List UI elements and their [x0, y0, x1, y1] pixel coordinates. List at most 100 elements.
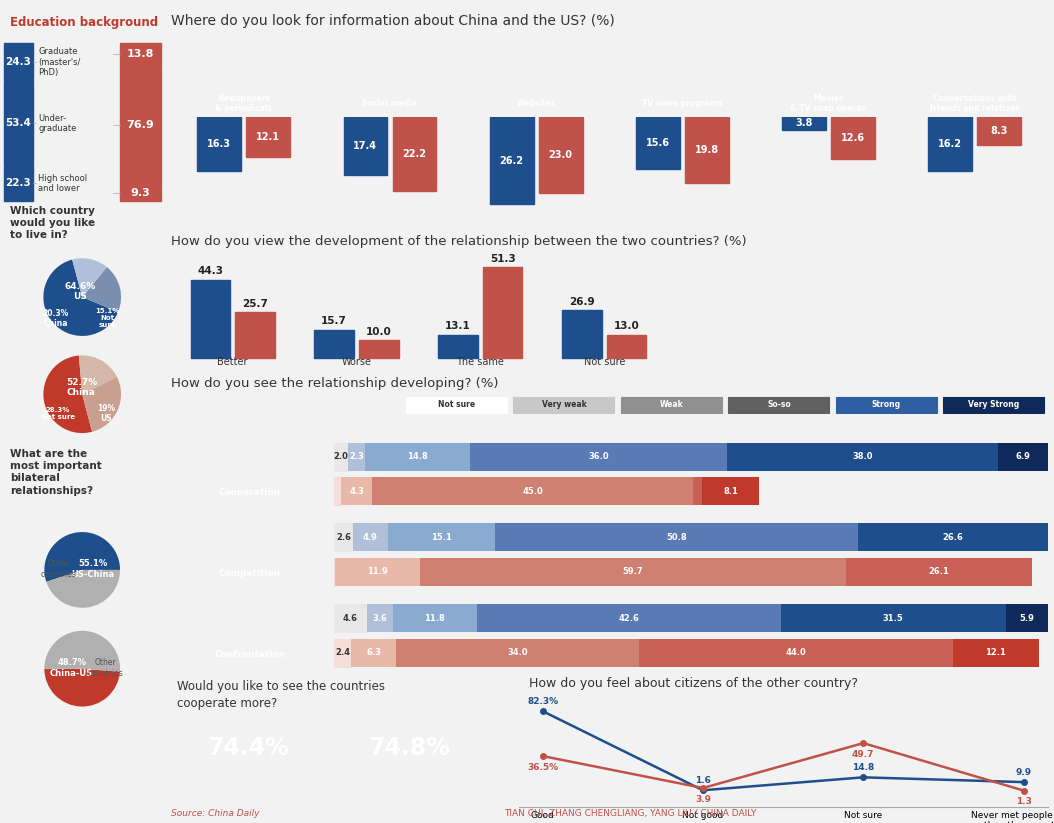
- Bar: [396, 639, 639, 667]
- Text: 4.9: 4.9: [363, 533, 377, 542]
- Bar: [4, 44, 33, 81]
- Text: Not sure: Not sure: [584, 357, 625, 367]
- Text: 12.6: 12.6: [841, 133, 865, 143]
- Text: 48.7%
China-US: 48.7% China-US: [50, 658, 93, 677]
- Text: 44.3: 44.3: [197, 266, 223, 276]
- Text: 38.0: 38.0: [853, 453, 873, 461]
- Bar: [636, 117, 680, 169]
- Text: 49.7: 49.7: [852, 750, 875, 759]
- Bar: [314, 330, 354, 358]
- Text: How do you feel about citizens of the other country?: How do you feel about citizens of the ot…: [529, 677, 858, 690]
- Bar: [727, 443, 998, 471]
- Text: 10.0: 10.0: [366, 327, 392, 337]
- Bar: [639, 639, 953, 667]
- Bar: [247, 117, 290, 157]
- Text: 6.3: 6.3: [367, 649, 382, 657]
- Text: 25.7: 25.7: [242, 299, 268, 309]
- Text: Conversations with
friends and relatives: Conversations with friends and relatives: [930, 94, 1020, 114]
- Bar: [372, 477, 694, 505]
- Text: 74.4%: 74.4%: [208, 736, 290, 760]
- Text: 1.3: 1.3: [1016, 797, 1032, 807]
- Text: How do you view the development of the relationship between the two countries? (: How do you view the development of the r…: [171, 235, 746, 249]
- Bar: [344, 117, 388, 174]
- Text: What are the
most important
bilateral
relationships?: What are the most important bilateral re…: [11, 449, 102, 495]
- Bar: [495, 523, 858, 551]
- Text: 51.3: 51.3: [490, 253, 515, 263]
- Bar: [470, 443, 727, 471]
- Bar: [702, 477, 760, 505]
- Text: 14.8: 14.8: [407, 453, 428, 461]
- Bar: [929, 117, 972, 171]
- Bar: [419, 558, 845, 586]
- Text: Education background: Education background: [11, 16, 158, 29]
- Text: Better: Better: [217, 357, 248, 367]
- Bar: [490, 117, 533, 204]
- Text: Movies
& TV soap operas: Movies & TV soap operas: [790, 94, 866, 114]
- Wedge shape: [82, 377, 121, 432]
- Text: Cooperation: Cooperation: [219, 489, 280, 497]
- Text: 26.1: 26.1: [929, 568, 950, 576]
- Wedge shape: [79, 356, 117, 394]
- Text: 8.3: 8.3: [991, 126, 1008, 136]
- Bar: [367, 604, 393, 632]
- Text: Where do you look for information about China and the US? (%): Where do you look for information about …: [171, 13, 614, 28]
- Text: 42.6: 42.6: [619, 614, 640, 622]
- Text: Other
countries: Other countries: [87, 658, 123, 677]
- Text: 82.3%: 82.3%: [527, 697, 559, 706]
- Bar: [341, 477, 372, 505]
- Bar: [334, 523, 353, 551]
- Text: 59.7: 59.7: [623, 568, 643, 576]
- Bar: [353, 523, 388, 551]
- Text: 6.9: 6.9: [1016, 453, 1031, 461]
- Text: TIAN CHI, ZHANG CHENGLIANG, YANG LIU / CHINA DAILY: TIAN CHI, ZHANG CHENGLIANG, YANG LIU / C…: [504, 809, 757, 817]
- Text: 19.8: 19.8: [695, 145, 719, 155]
- Text: 26.2: 26.2: [500, 156, 524, 165]
- Text: 23.0: 23.0: [549, 150, 572, 160]
- Text: 53.4: 53.4: [5, 119, 32, 128]
- Bar: [728, 397, 829, 413]
- Text: 13.0: 13.0: [613, 321, 640, 331]
- Text: 55.1%
US-China: 55.1% US-China: [72, 560, 115, 579]
- Text: 4.6: 4.6: [343, 614, 358, 622]
- Wedge shape: [46, 570, 120, 607]
- Bar: [120, 186, 160, 201]
- Bar: [858, 523, 1048, 551]
- Bar: [120, 44, 160, 65]
- Bar: [685, 117, 728, 183]
- Bar: [1006, 604, 1048, 632]
- Text: 24.3: 24.3: [5, 57, 32, 67]
- Text: Very Strong: Very Strong: [969, 401, 1019, 409]
- Text: Worse: Worse: [341, 357, 371, 367]
- Bar: [4, 166, 33, 201]
- Text: Which country
would you like
to live in?: Which country would you like to live in?: [11, 206, 96, 240]
- Text: 2.6: 2.6: [336, 533, 351, 542]
- Text: 2.3: 2.3: [349, 453, 364, 461]
- Text: 12.1: 12.1: [985, 649, 1007, 657]
- Text: Under-
graduate: Under- graduate: [38, 114, 77, 133]
- Bar: [513, 397, 614, 413]
- Text: 31.5: 31.5: [883, 614, 903, 622]
- Bar: [191, 280, 230, 358]
- Text: 11.9: 11.9: [367, 568, 388, 576]
- Text: 64.6%
US: 64.6% US: [64, 281, 96, 301]
- Bar: [943, 397, 1045, 413]
- Bar: [607, 335, 646, 358]
- Text: 13.8: 13.8: [126, 49, 154, 59]
- Wedge shape: [43, 259, 118, 336]
- Text: 26.6: 26.6: [942, 533, 963, 542]
- Bar: [334, 639, 351, 667]
- Text: 52.7%
China: 52.7% China: [65, 378, 97, 397]
- Bar: [562, 310, 602, 358]
- Bar: [388, 523, 495, 551]
- Wedge shape: [44, 631, 120, 672]
- Bar: [334, 477, 341, 505]
- Wedge shape: [82, 267, 121, 312]
- Bar: [953, 639, 1039, 667]
- Text: 3.9: 3.9: [695, 795, 711, 804]
- Bar: [351, 639, 396, 667]
- Text: Newspapers
& periodicals: Newspapers & periodicals: [215, 94, 272, 114]
- Text: 9.9: 9.9: [1016, 768, 1032, 777]
- Bar: [483, 267, 523, 358]
- Text: 3.8: 3.8: [795, 119, 813, 128]
- Bar: [120, 66, 160, 185]
